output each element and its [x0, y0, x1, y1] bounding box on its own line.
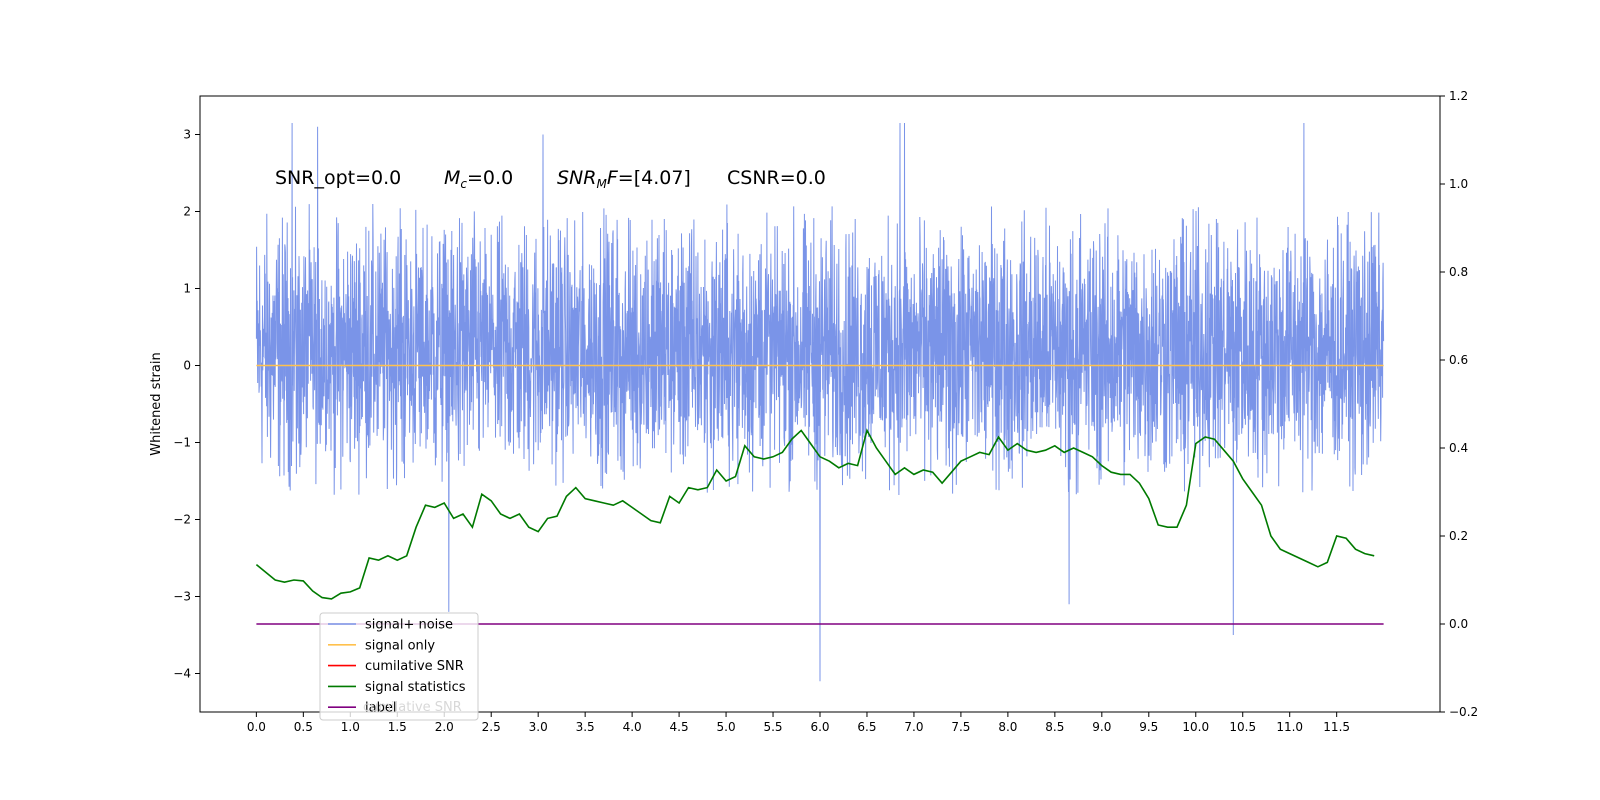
x-tick-label: 1.5	[388, 720, 407, 734]
y-left-tick-label: −2	[173, 513, 191, 527]
legend-label-signal-only: signal only	[365, 638, 435, 653]
csnr-annotation: CSNR=0.0	[727, 167, 826, 189]
legend-label-signal-noise: signal+ noise	[365, 618, 453, 633]
series-signal-plus-noise	[255, 122, 1385, 682]
series-signal-statistics	[255, 428, 1375, 600]
legend: signal+ noise signal only cumilative SNR si…	[319, 612, 479, 721]
y-right-tick-label: 0.6	[1449, 353, 1468, 367]
snrmf-annotation: SNRMF=[4.07]	[557, 167, 691, 191]
x-tick-label: 9.5	[1139, 720, 1158, 734]
legend-entries: signal+ noise signal only cumilative SNR si…	[328, 618, 466, 716]
x-tick-label: 10.5	[1229, 720, 1256, 734]
legend-box	[319, 612, 479, 721]
y-right-tick-label: 0.2	[1449, 529, 1468, 543]
mc-annotation: Mc=0.0	[444, 167, 513, 191]
x-tick-label: 11.0	[1276, 720, 1303, 734]
x-tick-label: 0.0	[247, 720, 266, 734]
legend-ghost-text: cumilative SNR	[363, 700, 462, 715]
y-right-tick-label: 1.0	[1449, 177, 1468, 191]
x-tick-label: 2.0	[435, 720, 454, 734]
snrmf-symbol: SNR	[557, 167, 596, 189]
x-tick-label: 7.5	[951, 720, 970, 734]
y-right-tick-label: 0.4	[1449, 441, 1468, 455]
x-tick-label: 2.5	[482, 720, 501, 734]
y-axis-label: Whitened strain	[149, 352, 164, 455]
y-axis-right: 1.2 1.0 0.8 0.6 0.4 0.2 0.0 −0.2	[1440, 89, 1478, 719]
x-tick-label: 3.0	[529, 720, 548, 734]
y-left-tick-label: −3	[173, 590, 191, 604]
y-left-tick-label: −4	[173, 667, 191, 681]
y-right-tick-label: 1.2	[1449, 89, 1468, 103]
mc-value: =0.0	[467, 167, 513, 189]
x-tick-label: 9.0	[1092, 720, 1111, 734]
x-tick-label: 11.5	[1323, 720, 1350, 734]
x-tick-label: 10.0	[1182, 720, 1209, 734]
y-right-tick-label: −0.2	[1449, 705, 1478, 719]
x-tick-label: 5.0	[717, 720, 736, 734]
y-left-tick-label: 1	[183, 282, 191, 296]
x-tick-label: 0.5	[294, 720, 313, 734]
snrmf-tail: F	[607, 167, 619, 189]
legend-label-cumilative-snr: cumilative SNR	[365, 659, 464, 674]
x-tick-label: 7.0	[904, 720, 923, 734]
y-left-tick-label: 2	[183, 205, 191, 219]
x-tick-label: 5.5	[763, 720, 782, 734]
x-tick-label: 6.0	[810, 720, 829, 734]
legend-label-signal-statistics: signal statistics	[365, 680, 466, 695]
x-tick-label: 8.5	[1045, 720, 1064, 734]
mc-subscript: c	[460, 177, 467, 191]
x-tick-label: 4.5	[670, 720, 689, 734]
snrmf-subscript: M	[596, 177, 607, 191]
mc-symbol: M	[444, 167, 460, 189]
y-left-tick-label: 0	[183, 359, 191, 373]
snr-opt-annotation: SNR_opt=0.0	[275, 167, 401, 189]
x-axis: 0.0 0.5 1.0 1.5 2.0 2.5 3.0 3.5 4.0 4.5 5.0 5.5 6.0 6…	[247, 712, 1350, 734]
y-left-tick-label: 3	[183, 128, 191, 142]
x-tick-label: 8.0	[998, 720, 1017, 734]
y-right-tick-label: 0.0	[1449, 617, 1468, 631]
snrmf-value: =[4.07]	[618, 167, 691, 189]
x-tick-label: 6.5	[857, 720, 876, 734]
x-tick-label: 1.0	[341, 720, 360, 734]
x-tick-label: 4.0	[623, 720, 642, 734]
y-left-tick-label: −1	[173, 436, 191, 450]
y-right-tick-label: 0.8	[1449, 265, 1468, 279]
x-tick-label: 3.5	[576, 720, 595, 734]
y-axis-left: 3 2 1 0 −1 −2 −3 −4	[173, 128, 200, 681]
legend-label-label: label	[365, 701, 396, 716]
